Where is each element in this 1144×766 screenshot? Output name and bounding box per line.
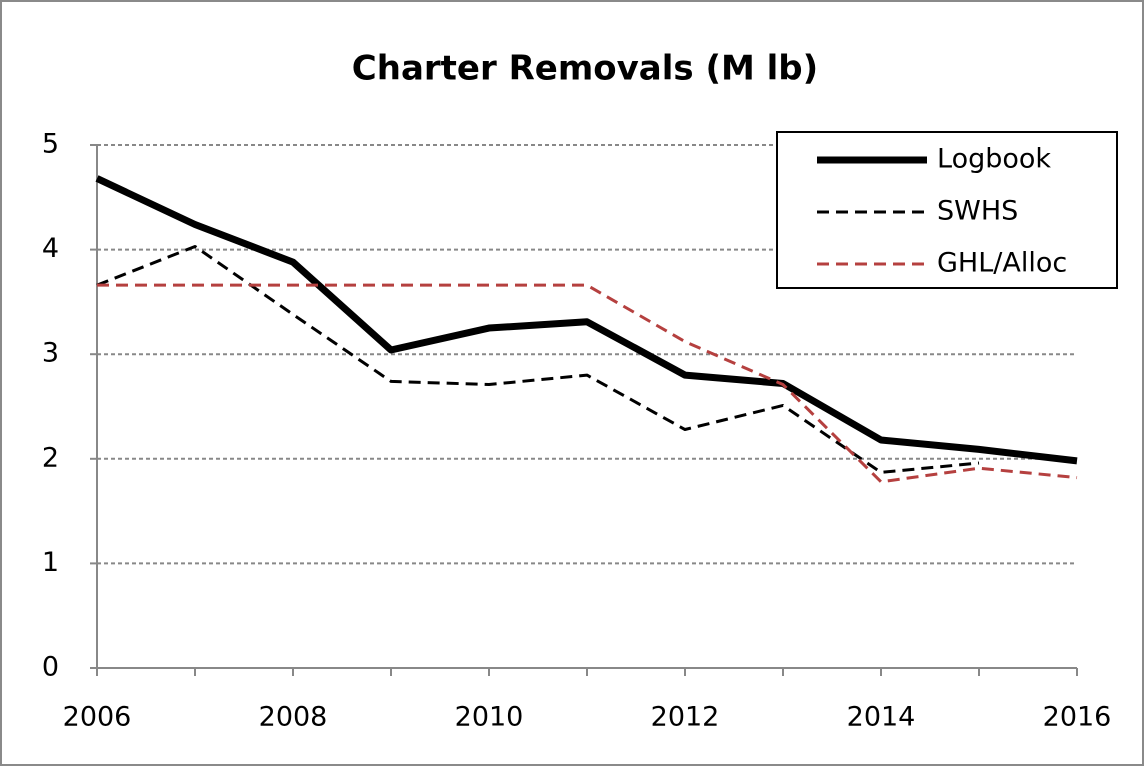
x-tick-label: 2016	[1043, 702, 1112, 733]
y-tick-label: 4	[42, 233, 59, 264]
x-tick-label: 2012	[651, 702, 720, 733]
y-tick-label: 5	[42, 129, 59, 160]
series-line	[97, 283, 1078, 484]
x-tick-label: 2006	[63, 702, 132, 733]
legend-label: Logbook	[937, 144, 1051, 175]
y-tick-label: 0	[42, 652, 59, 683]
y-tick-label: 1	[42, 547, 59, 578]
legend-label: GHL/Alloc	[937, 248, 1067, 279]
legend-label: SWHS	[937, 196, 1018, 227]
y-tick-label: 2	[42, 442, 59, 473]
x-tick-label: 2010	[455, 702, 524, 733]
y-tick-label: 3	[42, 338, 59, 369]
x-tick-label: 2014	[847, 702, 916, 733]
x-tick-label: 2008	[259, 702, 328, 733]
series-line	[95, 175, 1078, 465]
chart-title: Charter Removals (M lb)	[352, 49, 818, 89]
